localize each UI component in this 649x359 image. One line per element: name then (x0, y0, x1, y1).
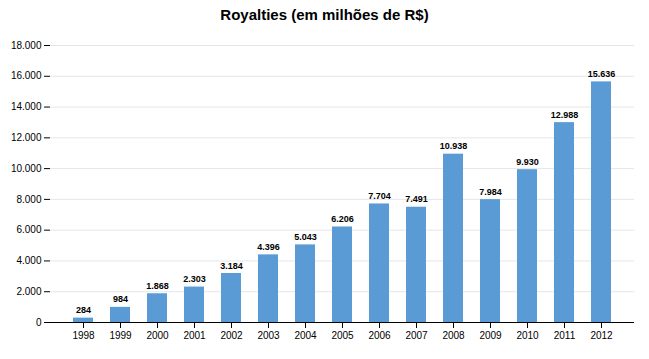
svg-text:2006: 2006 (368, 330, 391, 341)
svg-text:4.396: 4.396 (257, 242, 280, 252)
svg-text:2002: 2002 (220, 330, 243, 341)
svg-text:2005: 2005 (331, 330, 354, 341)
svg-text:16.000: 16.000 (11, 70, 42, 81)
html-text:Royalties (em milhões de R$): Royalties (em milhões de R$) (220, 6, 429, 23)
svg-text:1.868: 1.868 (146, 281, 169, 291)
svg-text:4.000: 4.000 (16, 255, 41, 266)
svg-text:984: 984 (113, 294, 128, 304)
svg-text:7.704: 7.704 (368, 191, 391, 201)
svg-text:8.000: 8.000 (16, 194, 41, 205)
svg-text:15.636: 15.636 (588, 69, 616, 79)
svg-text:2003: 2003 (257, 330, 280, 341)
svg-text:5.043: 5.043 (294, 232, 317, 242)
svg-text:2.000: 2.000 (16, 286, 41, 297)
svg-text:1999: 1999 (109, 330, 132, 341)
svg-text:7.984: 7.984 (479, 187, 502, 197)
svg-text:7.491: 7.491 (405, 194, 428, 204)
svg-text:0: 0 (36, 317, 42, 328)
svg-text:10.938: 10.938 (440, 141, 468, 151)
svg-text:2004: 2004 (294, 330, 317, 341)
svg-text:2.303: 2.303 (183, 274, 206, 284)
svg-text:12.000: 12.000 (11, 132, 42, 143)
svg-text:2008: 2008 (442, 330, 465, 341)
svg-text:2011: 2011 (554, 330, 576, 341)
svg-text:3.184: 3.184 (220, 261, 243, 271)
svg-text:12.988: 12.988 (551, 110, 579, 120)
svg-text:2009: 2009 (479, 330, 502, 341)
svg-text:2010: 2010 (516, 330, 539, 341)
svg-text:9.930: 9.930 (516, 157, 539, 167)
svg-text:6.000: 6.000 (16, 224, 41, 235)
svg-text:2007: 2007 (405, 330, 428, 341)
svg-text:2001: 2001 (183, 330, 206, 341)
svg-text:18.000: 18.000 (11, 40, 42, 51)
svg-text:2012: 2012 (590, 330, 613, 341)
svg-text:284: 284 (76, 305, 91, 315)
svg-text:2000: 2000 (146, 330, 169, 341)
svg-text:1998: 1998 (72, 330, 95, 341)
svg-text:6.206: 6.206 (331, 214, 354, 224)
svg-text:10.000: 10.000 (11, 163, 42, 174)
svg-text:14.000: 14.000 (11, 101, 42, 112)
